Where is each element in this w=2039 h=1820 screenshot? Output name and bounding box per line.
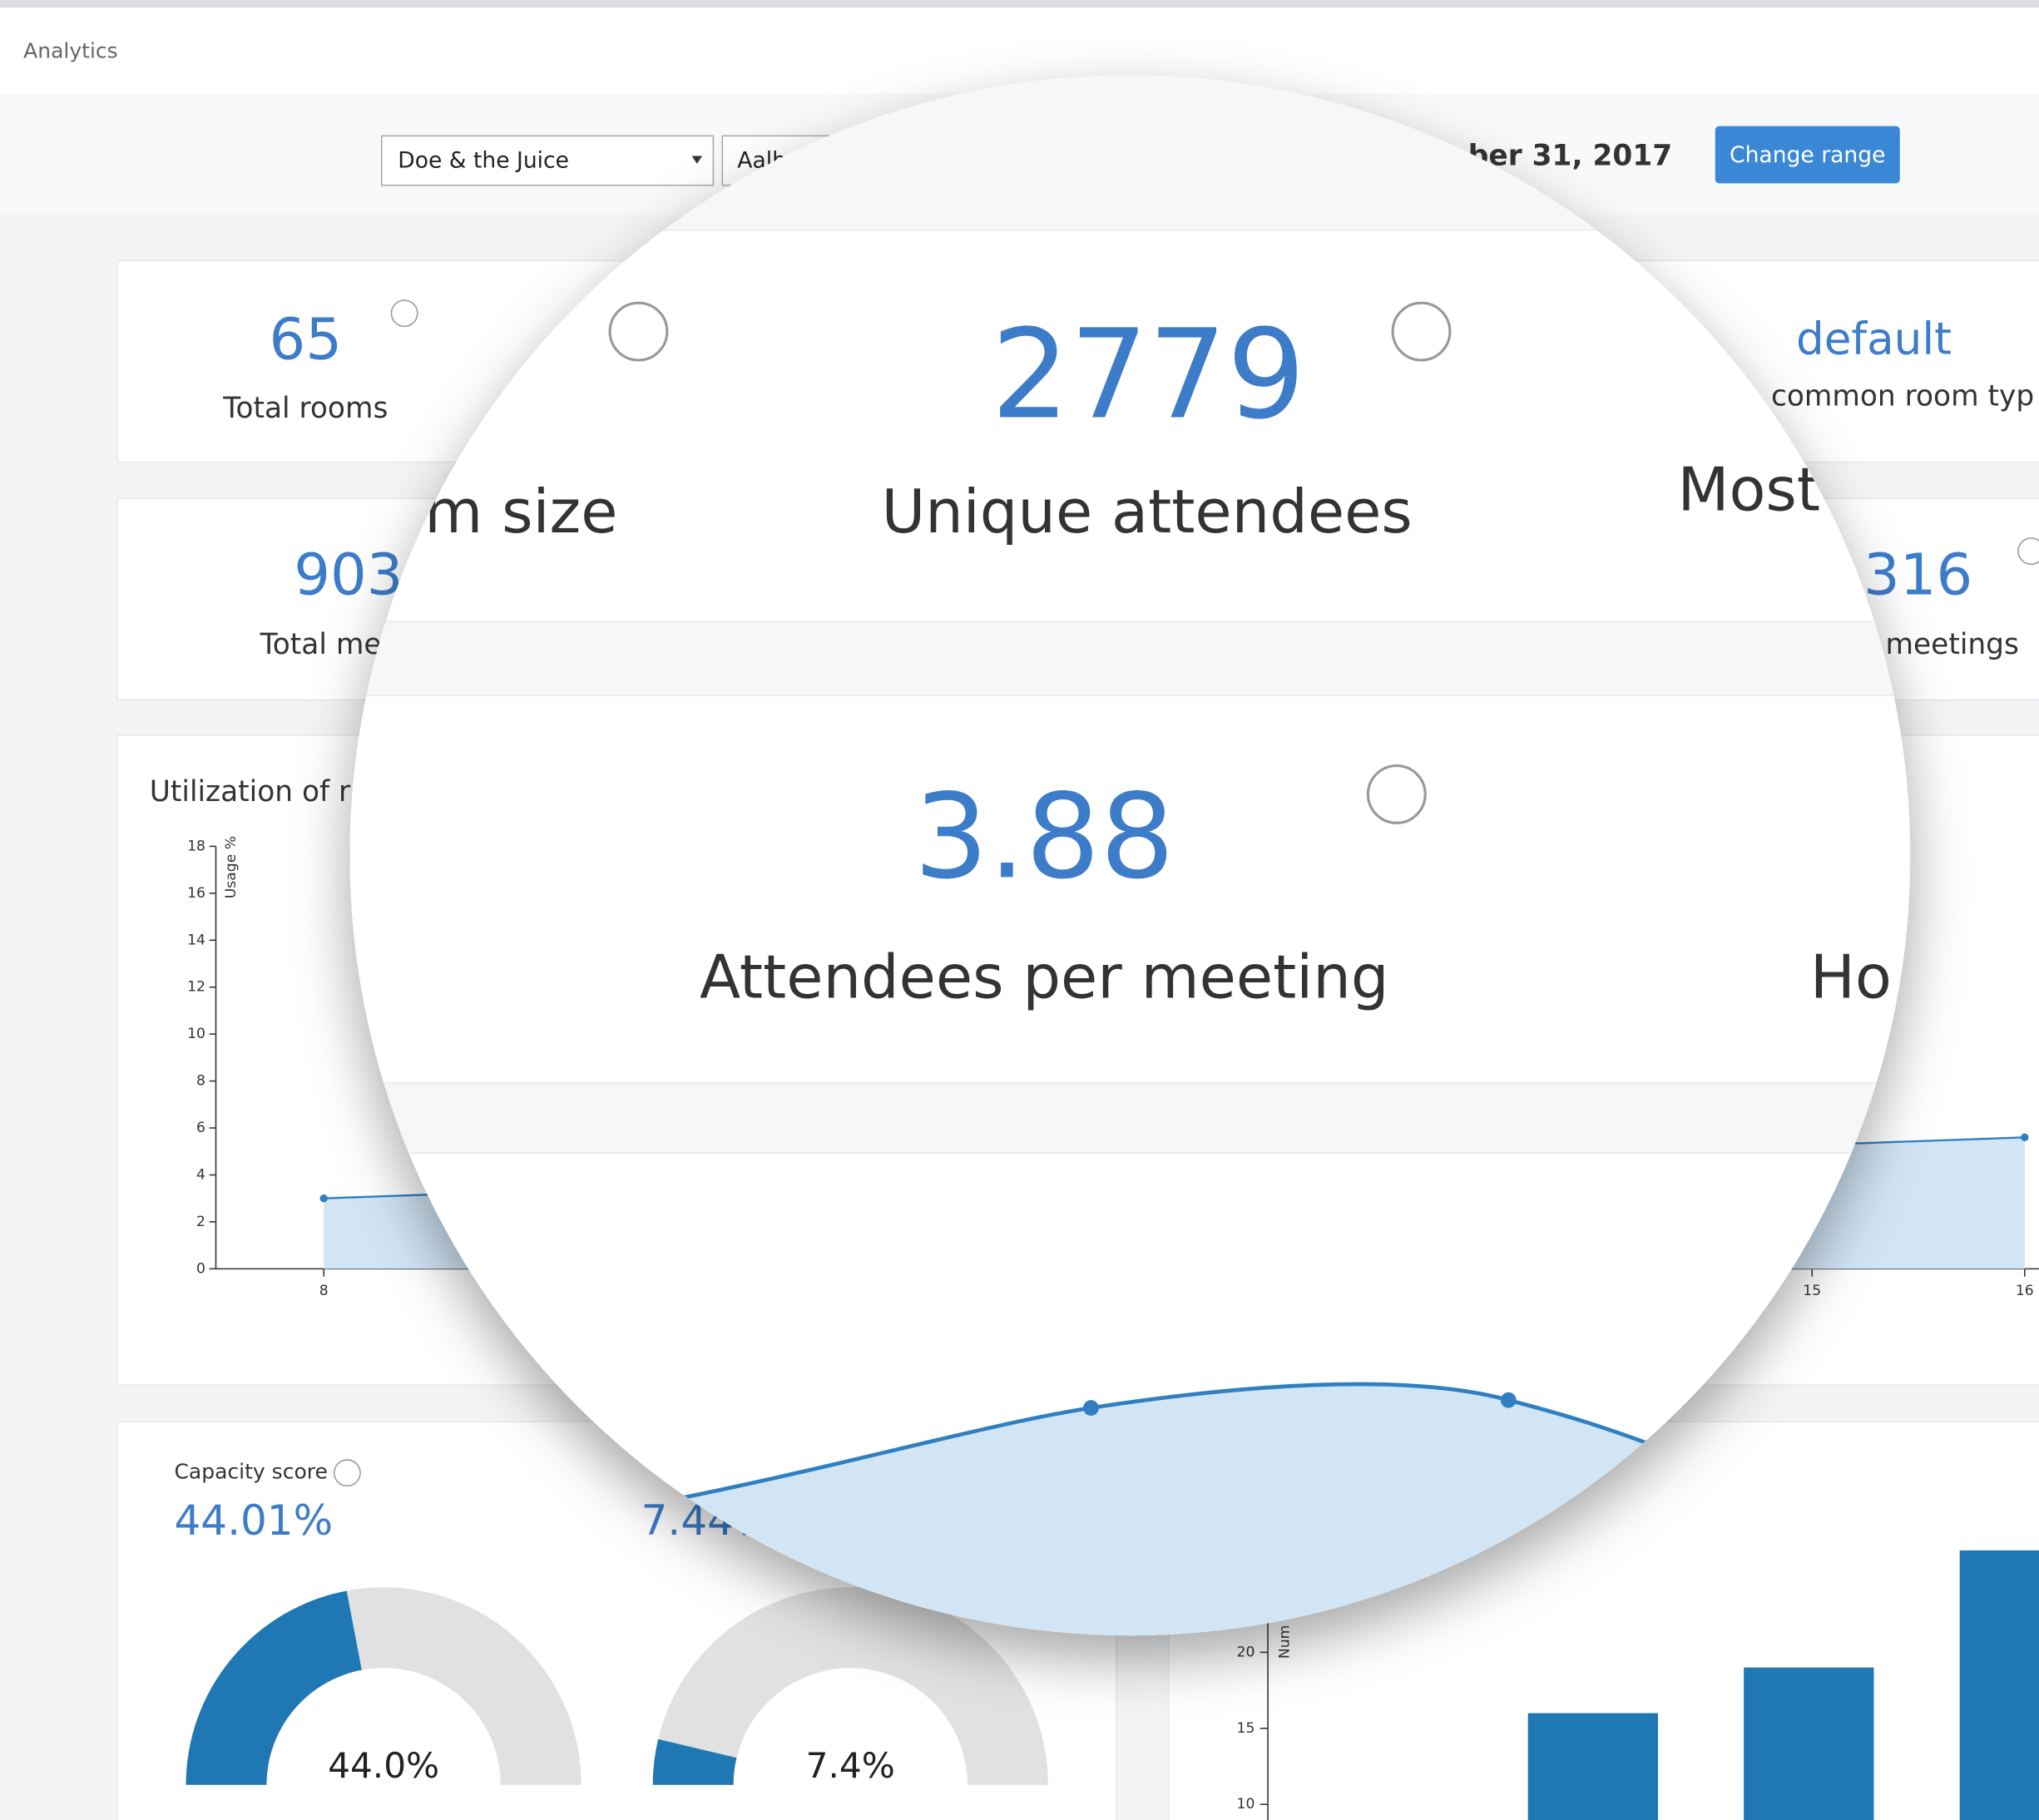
help-icon[interactable] — [2017, 537, 2039, 566]
zoomed-value: 3.88 — [914, 769, 1175, 905]
y-tick-label: 4 — [196, 1166, 205, 1183]
zoomed-label: Most — [1677, 454, 1820, 524]
select-arrow — [691, 156, 703, 164]
y-tick-label: 6 — [196, 1120, 205, 1136]
help-icon[interactable] — [1366, 764, 1427, 824]
help-icon[interactable] — [390, 299, 418, 328]
y-tick-label: 0 — [196, 1260, 205, 1277]
bar — [1527, 1713, 1659, 1820]
gauge-fill — [652, 1738, 737, 1785]
change-range-button[interactable] — [1715, 126, 1900, 184]
x-tick-label: 15 — [1803, 1283, 1821, 1299]
y-tick-label: 15 — [1237, 1720, 1255, 1737]
chart-title: Utilization of r — [150, 775, 351, 809]
help-icon[interactable] — [608, 301, 669, 362]
zoomed-value: 2779 — [991, 304, 1305, 448]
zoomed-label: Ho — [1810, 942, 1892, 1011]
help-icon[interactable] — [1391, 301, 1452, 362]
date-range: ber 31, 2017 — [1468, 140, 1672, 173]
company-select[interactable] — [380, 135, 715, 186]
page-title: Analytics — [23, 39, 118, 63]
button-label: Change range — [1730, 142, 1885, 168]
zoomed-card — [349, 229, 1911, 622]
usage-point — [2021, 1133, 2029, 1142]
bar-chart: 10 15 20 Num — [1237, 1495, 2039, 1820]
stat-value: default — [1796, 314, 1952, 365]
gauge-title: Capacity score — [174, 1460, 327, 1484]
y-tick-label: 12 — [187, 979, 205, 996]
stat-label: meetings — [1886, 628, 2019, 661]
gauge-track — [652, 1587, 1048, 1785]
usage-point — [319, 1194, 328, 1203]
stat-value: 65 — [270, 307, 343, 373]
y-tick-label: 18 — [187, 838, 205, 854]
y-tick-label: 16 — [187, 885, 205, 902]
gauge-value: 44.01% — [174, 1496, 333, 1545]
bar — [1744, 1667, 1874, 1820]
gauge-fill — [186, 1590, 362, 1785]
x-tick-label: 16 — [2016, 1283, 2034, 1299]
y-tick-label: 20 — [1237, 1644, 1255, 1660]
y-tick-label: 10 — [187, 1026, 205, 1042]
y-tick-label: 14 — [187, 932, 205, 948]
y-axis-label: Num — [1276, 1625, 1293, 1659]
zoomed-point — [1500, 1392, 1517, 1408]
stat-value: 903 — [294, 542, 403, 609]
gauge-center-label: 7.4% — [806, 1745, 895, 1786]
y-axis-label: Usage % — [223, 836, 240, 898]
stat-label: Total rooms — [222, 392, 388, 425]
bar — [1959, 1550, 2039, 1820]
company-select-text: Doe & the Juice — [398, 147, 569, 173]
y-tick-label: 2 — [196, 1214, 205, 1230]
lens-content: 2779 Unique attendees 3.88 Attendees per me… — [349, 75, 1911, 1636]
zoomed-point — [1083, 1400, 1099, 1416]
zoomed-line — [650, 1382, 1665, 1506]
y-tick-label: 10 — [1237, 1796, 1255, 1813]
gauge-center-label: 44.0% — [328, 1745, 439, 1786]
magnifier: 2779 Unique attendees 3.88 Attendees per me… — [349, 75, 1911, 1636]
zoomed-card — [349, 695, 1911, 1084]
help-icon[interactable] — [333, 1459, 361, 1487]
stat-label: Total me — [260, 628, 382, 661]
x-tick-label: 8 — [319, 1283, 329, 1299]
stat-label: common room typ — [1771, 380, 2034, 413]
top-border — [0, 0, 2039, 8]
zoomed-label: Attendees per meeting — [700, 942, 1389, 1011]
header-bar — [0, 7, 2039, 94]
zoomed-label: Unique attendees — [882, 477, 1413, 546]
y-tick-label: 8 — [196, 1073, 205, 1090]
